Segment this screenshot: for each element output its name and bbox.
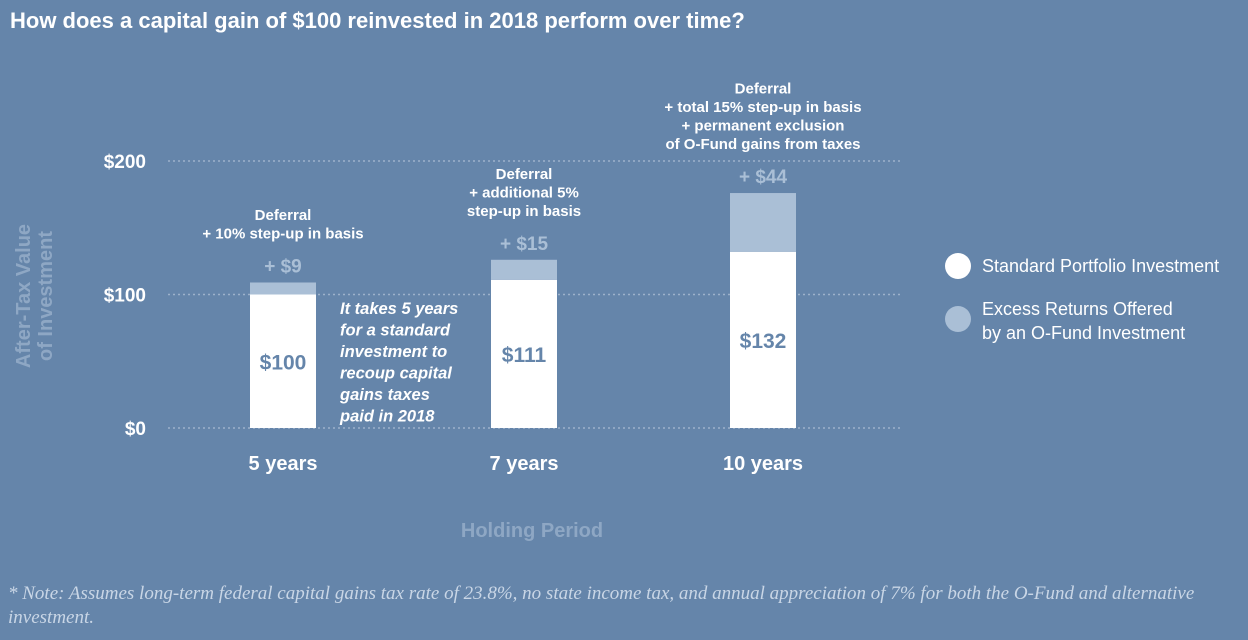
- bar-labels: $100 + $9 $111 + $15 $132 + $44: [260, 167, 788, 374]
- bar-excess-label: + $15: [500, 234, 549, 255]
- y-axis-title-text: After-Tax Valueof Investment: [13, 224, 57, 368]
- bar-excess-label: + $44: [739, 167, 788, 188]
- footnote: * Note: Assumes long-term federal capita…: [8, 583, 1195, 628]
- bar-value-label: $100: [260, 351, 307, 374]
- bar-excess: [730, 193, 796, 252]
- callout-line: It takes 5 years: [340, 300, 458, 318]
- bar-value-label: $132: [740, 330, 787, 353]
- bar-excess: [250, 282, 316, 295]
- legend-label-standard: Standard Portfolio Investment: [982, 256, 1219, 276]
- callout-line: paid in 2018: [339, 408, 435, 426]
- category-annotation-line: + 10% step-up in basis: [202, 225, 363, 242]
- x-tick-labels: 5 years 7 years 10 years: [249, 453, 804, 475]
- callout-line: gains taxes: [339, 386, 430, 404]
- bar-standard: [491, 279, 557, 428]
- y-tick-label: $200: [104, 152, 146, 173]
- bar-value-label: $111: [502, 344, 547, 367]
- callout-line: investment to: [340, 343, 447, 361]
- chart-canvas: $0$100$200 After-Tax Valueof Investment …: [13, 81, 1219, 542]
- callout-line: for a standard: [340, 322, 451, 340]
- bar-excess: [491, 259, 557, 280]
- y-axis-title-line: After-Tax Value: [13, 224, 35, 368]
- category-annotation-line: + permanent exclusion: [682, 118, 845, 135]
- bar-excess-label: + $9: [264, 256, 302, 277]
- legend-label-excess-line2: by an O-Fund Investment: [982, 323, 1185, 343]
- callout-line: recoup capital: [340, 365, 452, 383]
- category-annotation-line: Deferral: [735, 81, 792, 98]
- category-annotation-line: + total 15% step-up in basis: [664, 99, 861, 116]
- x-tick-label: 10 years: [723, 453, 803, 475]
- y-tick-labels: $0 $100 $200: [104, 152, 146, 440]
- bar-standard: [250, 294, 316, 428]
- x-tick-label: 7 years: [490, 453, 559, 475]
- x-axis-title: Holding Period: [461, 520, 603, 542]
- legend-swatch-excess: [945, 306, 971, 332]
- y-tick-label: $100: [104, 286, 146, 307]
- legend: Standard Portfolio Investment Excess Retu…: [945, 253, 1219, 343]
- y-axis-title-line: of Investment: [35, 231, 57, 361]
- y-axis-title: After-Tax Valueof Investment: [13, 224, 57, 368]
- chart-title: How does a capital gain of $100 reinvest…: [10, 8, 745, 33]
- legend-label-excess-line1: Excess Returns Offered: [982, 299, 1173, 319]
- category-annotation-line: of O-Fund gains from taxes: [665, 136, 860, 153]
- category-annotation-line: Deferral: [496, 166, 553, 183]
- legend-swatch-standard: [945, 253, 971, 279]
- category-annotation-line: Deferral: [255, 207, 312, 224]
- category-annotation-line: step-up in basis: [467, 203, 581, 220]
- bar-standard: [730, 251, 796, 428]
- y-tick-label: $0: [125, 419, 146, 440]
- annotations: Deferral+ 10% step-up in basisDeferral+ …: [202, 81, 861, 426]
- bars: [250, 193, 796, 428]
- x-tick-label: 5 years: [249, 453, 318, 475]
- category-annotation-line: + additional 5%: [469, 184, 579, 201]
- x-axis-title-text: Holding Period: [461, 520, 603, 542]
